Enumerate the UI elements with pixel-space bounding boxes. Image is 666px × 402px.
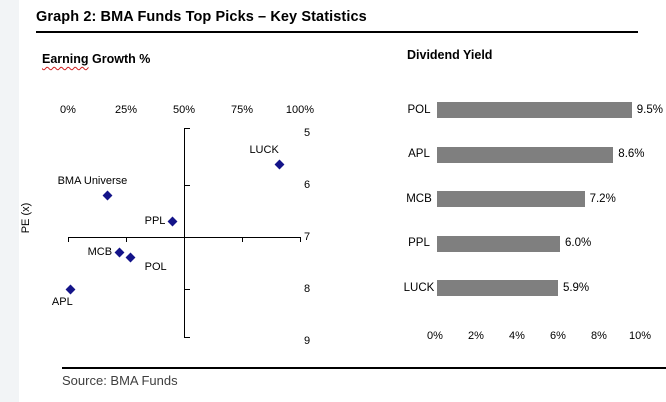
bar-category-label: LUCK [403,281,435,294]
scatter-point-ppl [167,216,178,227]
y-axis-tick [185,185,190,186]
scatter-title-word: Earning [42,52,89,66]
y-axis-line [184,128,186,338]
bar-x-tick-label: 6% [550,330,566,342]
y-axis-label: PE (x) [20,202,32,234]
scatter-point-apl [65,284,76,294]
bar-x-tick-label: 2% [468,330,484,342]
bar-category-label: POL [407,103,431,116]
source-note: Source: BMA Funds [62,373,178,388]
x-axis-tick [300,237,301,242]
footer-rule [62,367,666,369]
bar-category-label: PPL [408,237,430,250]
y-axis-tick [185,289,190,290]
bar-apl [437,146,614,163]
y-axis-tick [185,128,190,129]
scatter-point-pol [125,252,136,263]
x-tick-label: 100% [285,104,315,116]
x-tick-label: 25% [114,104,138,116]
bar-x-tick-label: 4% [509,330,525,342]
bar-category-label: APL [408,148,430,161]
y-axis-tick [185,337,190,338]
x-tick-label: 0% [60,104,76,116]
scatter-point-label: LUCK [249,144,279,157]
x-tick-label: 75% [230,104,254,116]
bar-value-label: 7.2% [589,192,616,205]
scatter-point-label: POL [144,260,167,273]
scatter-point-mcb [114,247,124,258]
bar-value-label: 8.6% [618,148,645,161]
y-tick-label: 8 [304,283,311,295]
scatter-point-label: PPL [144,214,166,227]
bar-x-tick-label: 0% [427,330,443,342]
bar-value-label: 6.0% [565,237,592,250]
scatter-point-label: APL [51,296,73,308]
title-underline [36,31,638,33]
x-axis-tick [242,237,243,242]
bar-ppl [437,235,560,252]
bar-value-label: 9.5% [636,103,663,116]
scatter-point-bma-universe [102,190,113,201]
page-title: Graph 2: BMA Funds Top Picks – Key Stati… [36,9,367,25]
y-tick-label: 7 [304,231,311,243]
x-axis-tick [126,237,127,242]
bar-x-tick-label: 10% [628,330,652,342]
x-tick-label: 50% [172,104,196,116]
scatter-point-label: MCB [87,246,113,259]
scatter-title-rest: Growth % [88,52,151,66]
bar-mcb [437,191,585,208]
x-axis-tick [68,237,69,242]
bar-pol [437,102,632,118]
bar-chart-title: Dividend Yield [407,48,493,62]
bar-category-label: MCB [406,192,432,205]
bar-x-tick-label: 8% [591,330,607,342]
scatter-point-label: BMA Universe [57,175,128,188]
scatter-point-luck [274,159,285,170]
y-tick-label: 5 [304,127,311,139]
y-tick-label: 9 [304,335,311,347]
bar-luck [437,280,558,297]
scatter-chart-title: Earning Growth % [42,52,150,66]
x-axis-line [68,236,300,238]
bar-value-label: 5.9% [562,281,590,294]
left-margin-strip [0,0,19,402]
y-tick-label: 6 [304,179,311,191]
